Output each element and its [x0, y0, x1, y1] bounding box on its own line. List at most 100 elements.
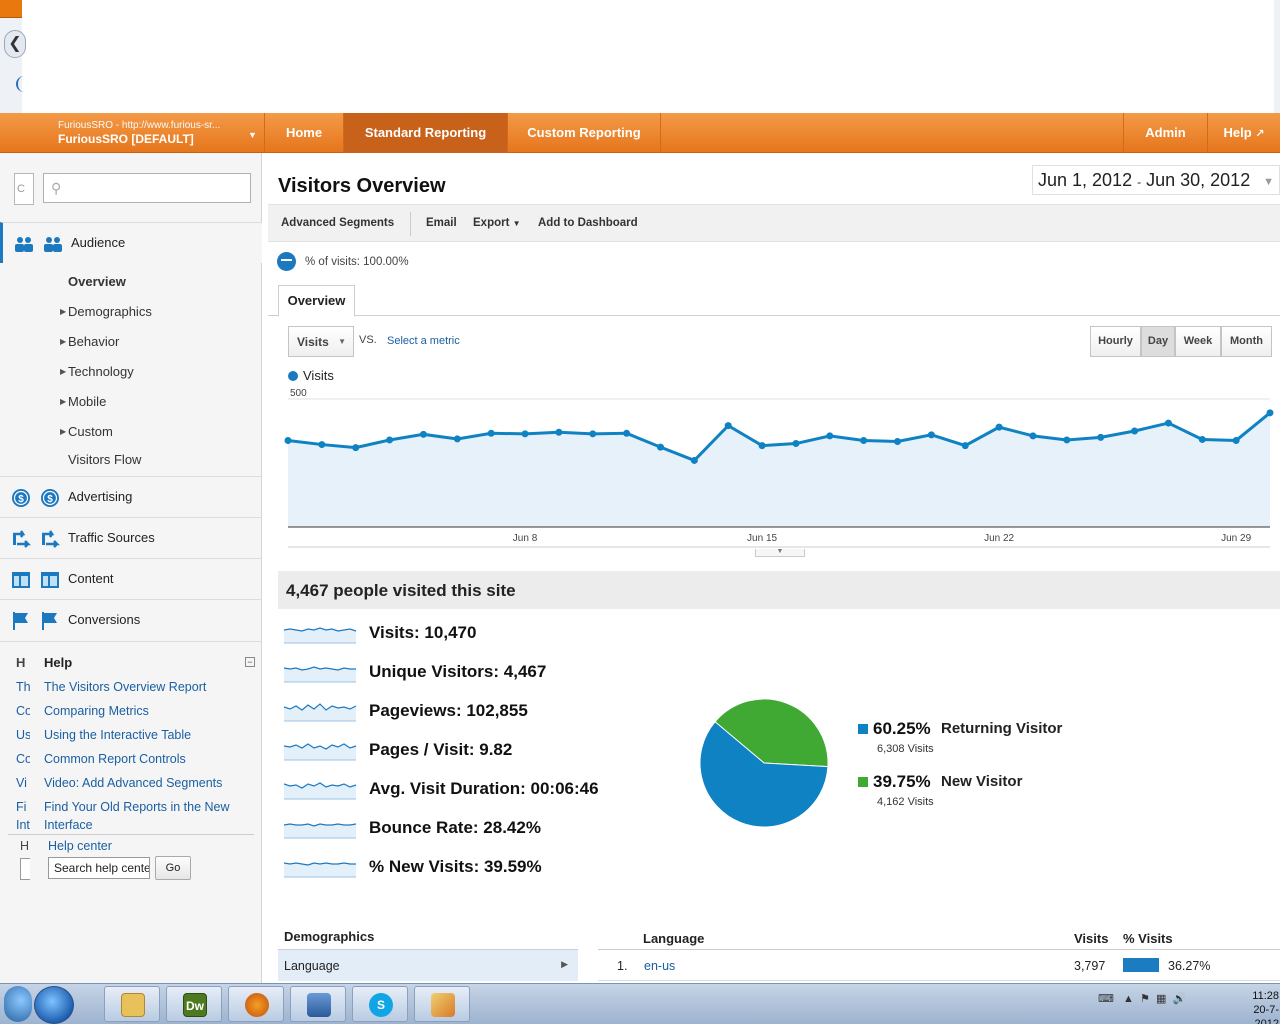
search-toggle[interactable]: C: [14, 173, 34, 205]
series-line: [287, 411, 1271, 463]
metric-row[interactable]: Unique Visitors: 4,467: [284, 658, 644, 688]
help-link-cut: Co: [16, 704, 30, 718]
search-icon: ⚲: [51, 180, 62, 196]
triangle-right-icon: ▶: [561, 959, 568, 969]
nav-standard-reporting[interactable]: Standard Reporting: [343, 113, 507, 153]
pie-slice-new[interactable]: [714, 698, 829, 768]
dreamweaver-app-button[interactable]: Dw: [166, 986, 222, 1022]
metric-row[interactable]: % New Visits: 39.59%: [284, 853, 644, 883]
column-header-visits[interactable]: Visits: [1074, 931, 1109, 946]
search-input[interactable]: ⚲: [43, 173, 251, 203]
column-header-pct-visits[interactable]: % Visits: [1123, 931, 1173, 946]
account-url: FuriousSRO - http://www.furious-sr...: [58, 120, 221, 131]
period-day-button[interactable]: Day: [1141, 326, 1175, 357]
triangle-right-icon: ▶: [60, 367, 67, 376]
pie-slice-returning[interactable]: [699, 721, 829, 828]
taskbar-app-icon[interactable]: [4, 986, 32, 1022]
account-selector[interactable]: FuriousSRO - http://www.furious-sr... Fu…: [58, 120, 257, 146]
go-button[interactable]: Go: [155, 856, 191, 880]
nav-home[interactable]: Home: [264, 113, 343, 153]
metric-row[interactable]: Pages / Visit: 9.82: [284, 736, 644, 766]
export-button[interactable]: Export ▼: [473, 217, 521, 229]
help-link[interactable]: Using the Interactive Table: [44, 728, 192, 742]
help-link[interactable]: Comparing Metrics: [44, 704, 149, 718]
paint-app-button[interactable]: [414, 986, 470, 1022]
metric-row[interactable]: Bounce Rate: 28.42%: [284, 814, 644, 844]
data-point: [284, 436, 292, 444]
firefox-app-button[interactable]: [228, 986, 284, 1022]
sidebar-item-custom[interactable]: ▶ Custom: [60, 424, 113, 439]
metric-dropdown[interactable]: Visits ▼: [288, 326, 354, 357]
help-center-link[interactable]: Help center: [48, 839, 112, 853]
sidebar-item-label: Traffic Sources: [68, 530, 155, 545]
sidebar-item-content[interactable]: Content: [0, 558, 262, 599]
sidebar-item-mobile[interactable]: ▶ Mobile: [60, 394, 107, 409]
demographics-panel: Demographics Language ▶: [278, 929, 578, 981]
metric-value: Unique Visitors: 4,467: [369, 662, 547, 681]
language-link[interactable]: en-us: [644, 959, 676, 973]
sidebar-item-label: Audience: [71, 235, 126, 250]
sidebar-item-label: Behavior: [68, 334, 120, 349]
sparkline: [284, 782, 357, 800]
column-header-language[interactable]: Language: [643, 931, 705, 946]
external-link-icon: ↗: [1255, 128, 1265, 140]
data-point: [724, 422, 732, 430]
period-week-button[interactable]: Week: [1175, 326, 1221, 357]
metric-value: Visits: 10,470: [369, 623, 477, 642]
tab-overview[interactable]: Overview: [278, 285, 355, 317]
sidebar-item-demographics[interactable]: ▶ Demographics: [60, 304, 152, 319]
back-arrow-icon[interactable]: ❮: [4, 30, 26, 58]
chart-resize-handle[interactable]: ▼: [755, 548, 805, 557]
sidebar-item-technology[interactable]: ▶ Technology: [60, 364, 134, 379]
select-metric-link[interactable]: Select a metric: [387, 335, 460, 347]
advanced-segments-button[interactable]: Advanced Segments: [281, 217, 395, 229]
skype-app-button[interactable]: S: [352, 986, 408, 1022]
email-button[interactable]: Email: [426, 217, 457, 229]
export-label: Export: [473, 217, 510, 229]
sidebar-item-label: Mobile: [68, 394, 107, 409]
app-button[interactable]: [290, 986, 346, 1022]
tab-bar: Overview: [268, 283, 1280, 317]
period-hourly-button[interactable]: Hourly: [1090, 326, 1141, 357]
data-point: [589, 430, 597, 438]
clock-date: 20-7-2012: [1253, 1004, 1279, 1024]
data-point: [1164, 419, 1172, 427]
data-point: [419, 430, 427, 438]
sidebar-item-audience[interactable]: Audience: [0, 222, 262, 263]
date-range-picker[interactable]: Jun 1, 2012 - Jun 30, 2012 ▼: [1032, 165, 1280, 195]
sidebar-item-advertising[interactable]: $ $ Advertising: [0, 476, 262, 517]
help-link[interactable]: Common Report Controls: [44, 752, 186, 766]
collapse-icon[interactable]: −: [245, 657, 255, 667]
help-link[interactable]: The Visitors Overview Report: [44, 680, 207, 694]
nav-custom-reporting[interactable]: Custom Reporting: [507, 113, 661, 153]
start-button[interactable]: [34, 986, 74, 1024]
sidebar-item-behavior[interactable]: ▶ Behavior: [60, 334, 120, 349]
clock[interactable]: 11:28 20-7-2012: [1235, 989, 1279, 1024]
metric-row[interactable]: Pageviews: 102,855: [284, 697, 644, 727]
explorer-app-button[interactable]: [104, 986, 160, 1022]
sidebar-item-conversions[interactable]: Conversions: [0, 599, 262, 640]
metric-value: Bounce Rate: 28.42%: [369, 818, 541, 837]
period-month-button[interactable]: Month: [1221, 326, 1272, 357]
sparkline: [284, 743, 357, 761]
sidebar-item-overview[interactable]: Overview: [68, 274, 126, 289]
metric-row[interactable]: Visits: 10,470: [284, 619, 644, 649]
system-tray[interactable]: ⌨ ▲ ⚑ ▦ 🔊: [1098, 993, 1187, 1005]
help-link[interactable]: Video: Add Advanced Segments: [44, 776, 223, 790]
row-pct: 36.27%: [1168, 959, 1211, 973]
sidebar-item-visitors-flow[interactable]: Visitors Flow: [68, 452, 142, 467]
help-search-input[interactable]: Search help center: [48, 857, 150, 879]
demographics-language-item[interactable]: Language ▶: [278, 949, 578, 981]
nav-help[interactable]: Help ↗: [1207, 113, 1280, 153]
sidebar-item-traffic-sources[interactable]: Traffic Sources: [0, 517, 262, 558]
chevron-down-icon[interactable]: ▼: [248, 130, 257, 140]
help-link[interactable]: Find Your Old Reports in the New Interfa…: [44, 800, 230, 832]
add-to-dashboard-button[interactable]: Add to Dashboard: [538, 217, 638, 229]
triangle-right-icon: ▶: [60, 397, 67, 406]
metric-row[interactable]: Avg. Visit Duration: 00:06:46: [284, 775, 644, 805]
browser-tab-icon[interactable]: [0, 0, 22, 18]
browser-scrollbar[interactable]: [1274, 0, 1280, 113]
visitor-type-pie-chart[interactable]: [698, 697, 830, 829]
nav-admin[interactable]: Admin: [1123, 113, 1207, 153]
